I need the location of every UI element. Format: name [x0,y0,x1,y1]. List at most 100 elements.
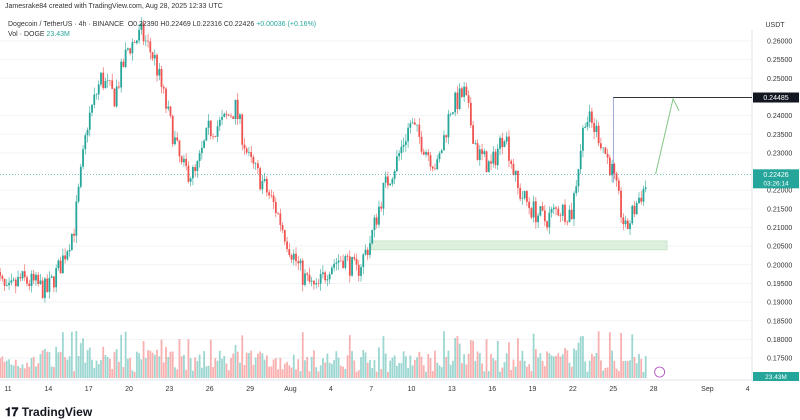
volume-bar [445,356,448,378]
volume-bar [456,336,459,378]
volume-bar [557,353,560,378]
volume-bar [573,348,575,378]
candle [102,72,105,89]
candle [75,201,78,236]
volume-bar [185,369,188,378]
volume-bar [413,359,416,378]
volume-bar [460,363,463,378]
volume-bar [176,369,179,378]
volume-bar [490,353,492,378]
volume-bar [221,358,223,378]
candle [593,122,596,133]
volume-bar [532,333,535,378]
candle [270,195,273,197]
candle [180,156,183,163]
volume-bar [566,350,569,378]
candle [371,230,374,244]
volume-bar [570,366,573,378]
volume-bar [481,363,483,378]
open-value: O0.22390 [127,21,159,28]
x-tick-label: 13 [448,386,456,393]
volume-bar [102,346,105,378]
candle [100,72,102,85]
volume-bar [606,367,609,378]
volume-bar [364,352,367,378]
candle [369,243,371,256]
candle [68,249,71,252]
volume-bar [452,360,454,378]
candle [156,54,158,76]
candle [28,283,31,286]
candle [555,207,557,209]
volume-bar [297,359,300,378]
candle [3,278,6,286]
candle [546,221,548,228]
x-tick-label: 17 [85,386,93,393]
candle [272,195,275,202]
candle [198,153,201,162]
volume-bar [599,360,602,378]
candle [5,285,8,286]
candle [579,150,582,170]
price-chart[interactable]: USDT 0.26000 0.25500 0.25000 0.24000 0.23500 0… [0,0,800,400]
x-tick-label: 10 [408,386,416,393]
y-tick-label: 0.18500 [767,318,792,325]
volume-bar [593,356,596,378]
candle [91,104,93,113]
volume-bar [19,367,22,378]
last-price-text: 0.22426 [763,172,788,179]
candle [638,197,640,204]
candle [183,158,185,163]
volume-bar [1,356,4,378]
volume-bar [454,338,457,378]
candle [575,186,578,194]
volume-bar [194,357,197,378]
volume-bar [225,363,228,378]
volume-value: 23.43M [46,31,70,38]
candle [104,80,107,89]
candle [548,212,551,228]
candle [456,92,459,110]
symbol-name[interactable]: Dogecoin / TetherUS · 4h · BINANCE [8,21,124,28]
level-price-badge [753,92,799,103]
volume-bar [644,356,647,378]
candle [528,201,531,209]
volume-bar [534,349,537,378]
candle [366,249,369,256]
volume-bar [3,361,6,378]
volume-bar [384,353,387,378]
volume-bar [602,370,605,378]
candle [93,94,96,105]
candle [541,206,544,211]
candle [279,213,282,226]
candle [602,147,605,149]
candle [382,182,385,209]
y-tick-label: 0.19000 [767,300,792,307]
volume-bar [37,363,40,378]
volume-bar [169,351,172,378]
volume-bar [407,367,409,378]
volume-bar [165,346,167,378]
candle [133,42,136,43]
volume-bar [626,361,629,378]
candle [230,115,232,117]
candle [268,192,271,196]
volume-bar [624,361,627,378]
volume-bar [245,352,248,378]
candle [277,212,279,214]
high-value: H0.22469 [160,21,191,28]
volume-bar [32,356,35,378]
candle [292,253,295,260]
x-tick-label: 23 [166,386,174,393]
volume-bar [458,343,461,378]
candle [236,99,239,120]
candle [32,273,35,281]
volume-bar [568,362,571,378]
candle [212,136,214,137]
candle [629,223,631,230]
candle [61,255,64,274]
volume-bar [57,352,60,378]
candle [409,123,412,128]
candle [187,165,190,182]
volume-bar [416,357,418,378]
